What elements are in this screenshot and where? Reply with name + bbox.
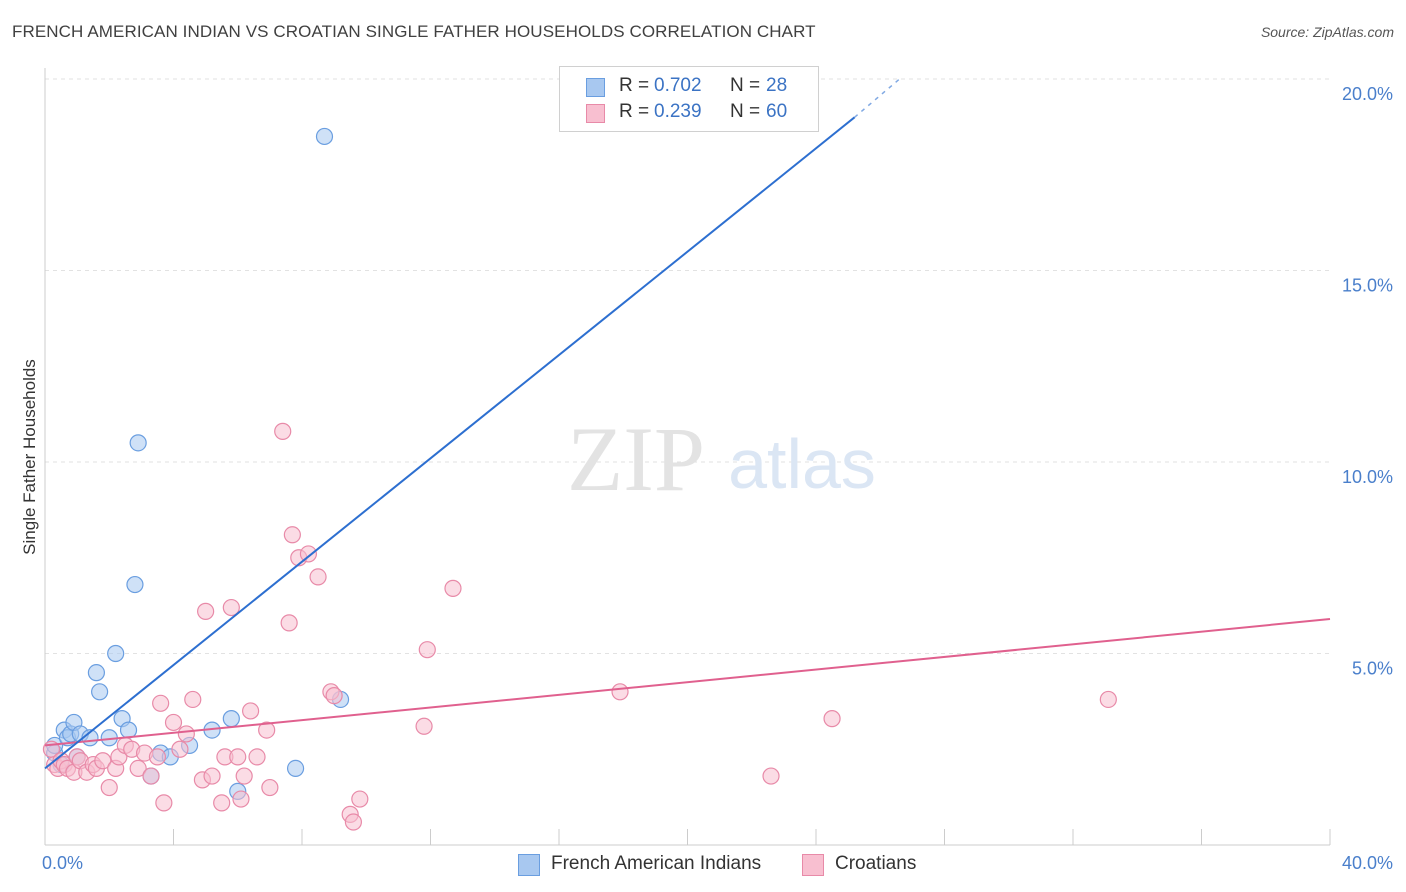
point-croatians — [1099, 690, 1117, 709]
point-croatians — [344, 813, 362, 831]
point-croatians — [823, 710, 841, 728]
point-french-american-indians — [126, 575, 144, 594]
point-croatians — [280, 614, 298, 632]
point-croatians — [248, 748, 266, 766]
y-tick-label: 10.0% — [1342, 467, 1393, 487]
point-croatians — [142, 767, 160, 785]
point-french-american-indians — [129, 434, 147, 452]
legend-n-value: 28 — [766, 75, 788, 96]
point-croatians — [232, 790, 250, 808]
point-croatians — [222, 598, 240, 617]
legend-swatch-blue — [518, 854, 540, 876]
x-tick-label: 0.0% — [42, 853, 83, 873]
legend-swatch-pink — [802, 854, 824, 876]
watermark-atlas: atlas — [728, 425, 876, 503]
point-croatians — [100, 778, 118, 797]
point-croatians — [242, 702, 260, 720]
y-tick-label: 15.0% — [1342, 276, 1393, 296]
watermark-zip: ZIP — [567, 408, 705, 510]
point-croatians — [274, 422, 292, 440]
point-croatians — [325, 687, 343, 705]
legend-swatch-blue — [586, 78, 605, 97]
point-croatians — [164, 713, 183, 732]
chart-title: FRENCH AMERICAN INDIAN VS CROATIAN SINGL… — [12, 22, 816, 41]
point-croatians — [129, 759, 147, 778]
legend-n-value: 60 — [766, 101, 788, 122]
tick-labels: 5.0% 10.0% 15.0% 20.0% 0.0% 40.0% — [42, 84, 1393, 873]
point-french-american-indians — [87, 664, 106, 682]
point-croatians — [177, 725, 195, 743]
point-croatians — [203, 767, 221, 785]
point-croatians — [444, 579, 462, 597]
point-croatians — [261, 778, 279, 797]
legend-n-label: N = — [730, 101, 761, 122]
point-french-american-indians — [286, 759, 305, 778]
series-legend: French American Indians Croatians — [0, 852, 1406, 878]
point-french-american-indians — [222, 710, 240, 728]
legend-r-label: R = — [619, 101, 650, 122]
x-tick-label: 40.0% — [1342, 853, 1393, 873]
point-croatians — [283, 526, 301, 544]
y-tick-label: 5.0% — [1352, 659, 1393, 679]
axes — [44, 68, 1331, 846]
trendline-extension — [854, 78, 901, 118]
legend-r-value: 0.239 — [654, 101, 702, 122]
point-croatians — [148, 748, 167, 766]
point-croatians — [418, 641, 436, 659]
point-croatians — [351, 790, 369, 808]
point-croatians — [762, 767, 780, 785]
point-french-american-indians — [91, 683, 109, 701]
legend-r-value: 0.702 — [654, 75, 702, 96]
legend-r-label: R = — [619, 75, 650, 96]
trend-lines — [44, 78, 1331, 770]
point-french-american-indians — [315, 127, 334, 146]
point-croatians — [94, 752, 112, 770]
legend-n-label: N = — [730, 75, 761, 96]
point-croatians — [235, 767, 253, 785]
data-points — [42, 70, 1117, 831]
point-croatians — [299, 545, 318, 563]
point-croatians — [611, 683, 629, 701]
trendline-french-american-indians — [44, 116, 856, 770]
y-axis-label: Single Father Households — [20, 359, 39, 555]
point-croatians — [155, 794, 173, 812]
legend-item-label: Croatians — [835, 853, 917, 874]
trendline-croatians — [44, 618, 1331, 747]
point-croatians — [184, 690, 202, 709]
point-croatians — [171, 740, 189, 758]
point-croatians — [197, 602, 215, 620]
point-croatians — [229, 748, 247, 766]
source-credit: Source: ZipAtlas.com — [1260, 24, 1394, 40]
point-croatians — [213, 794, 231, 812]
legend-item-label: French American Indians — [551, 853, 762, 874]
grid-lines — [45, 78, 1330, 654]
point-croatians — [152, 694, 170, 712]
y-tick-label: 20.0% — [1342, 84, 1393, 104]
point-croatians — [415, 717, 433, 735]
stats-legend: R = 0.702 N = 28 R = 0.239 N = 60 — [559, 66, 819, 132]
legend-swatch-pink — [586, 104, 605, 123]
point-croatians — [309, 568, 327, 586]
point-croatians — [258, 721, 276, 739]
point-french-american-indians — [107, 644, 125, 663]
